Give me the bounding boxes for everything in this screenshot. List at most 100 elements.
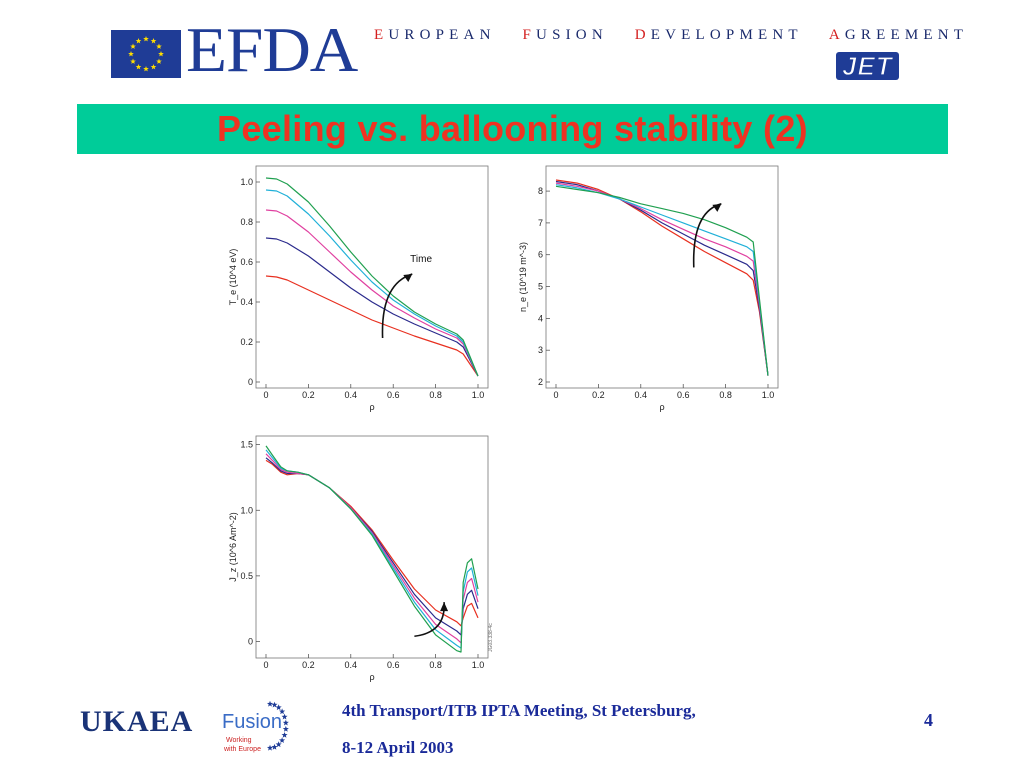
y-axis-label: T_e (10^4 eV) (228, 249, 238, 306)
y-tick-label: 0.8 (240, 217, 253, 227)
figure-id: JG03.338-4c (488, 623, 494, 652)
x-tick-label: 0 (553, 390, 558, 400)
series-line-2 (265, 237, 479, 377)
jz-plot: 0 0.2 0.4 0.6 0.8 1.0 0 0.5 1.0 1.5 ρ J_z (10^6 Am^… (228, 435, 494, 682)
time-arrow-head (403, 274, 413, 282)
fusion-stars-icon (266, 700, 289, 751)
jet-logo: JET (836, 51, 899, 81)
y-tick-label: 1.5 (240, 440, 253, 450)
page-number: 4 (924, 710, 933, 730)
fusion-star (266, 744, 274, 751)
agreement-text: EUROPEAN FUSION DEVELOPMENT AGREEMENT (374, 27, 968, 44)
time-arrow-head (440, 602, 449, 612)
y-tick-label: 1.0 (240, 505, 253, 515)
x-tick-label: 0.6 (387, 390, 400, 400)
y-axis-label: J_z (10^6 Am^-2) (228, 512, 238, 581)
y-tick-label: 6 (538, 250, 543, 260)
series-line-5 (265, 445, 479, 653)
chart-jz: 0 0.2 0.4 0.6 0.8 1.0 0 0.5 1.0 1.5 ρ J_z (10^6 Am^… (218, 430, 498, 690)
series-line-4 (265, 449, 479, 649)
eu-star (150, 38, 157, 44)
series-line-1 (555, 179, 769, 376)
x-axis-label: ρ (369, 402, 374, 412)
y-tick-label: 0.2 (240, 337, 253, 347)
eu-star (158, 51, 164, 57)
ukaea-logo: UKAEA (80, 705, 194, 738)
eu-star (135, 38, 142, 44)
meeting-name: 4th Transport/ITB IPTA Meeting, St Peter… (342, 701, 696, 720)
series-line-2 (265, 457, 479, 636)
fusion-star (271, 701, 278, 708)
eu-star (130, 58, 136, 64)
y-tick-label: 5 (538, 282, 543, 292)
eu-star (135, 63, 142, 70)
fusion-star (275, 741, 282, 748)
series-line-1 (265, 275, 479, 377)
ne-plot: 0 0.2 0.4 0.6 0.8 1.0 2 3 4 5 6 7 8 ρ n_e (10^19 m^-3) (518, 165, 779, 412)
series-line-4 (265, 189, 479, 377)
x-axis-label: ρ (659, 402, 664, 412)
fusion-star (266, 700, 274, 707)
y-tick-label: 0.5 (240, 571, 253, 581)
x-tick-label: 1.0 (472, 390, 485, 400)
chart-te: 0 0.2 0.4 0.6 0.8 1.0 0 0.2 0.4 0.6 0.8 1.0 ρ T_e (10… (218, 160, 493, 415)
eu-flag-icon (111, 30, 181, 78)
y-tick-label: 0 (248, 637, 253, 647)
fusion-star (282, 719, 289, 726)
eu-star (130, 43, 136, 49)
x-tick-label: 0 (263, 390, 268, 400)
eu-star (143, 66, 149, 72)
eu-stars (128, 36, 164, 72)
eu-star (143, 36, 149, 42)
te-plot: 0 0.2 0.4 0.6 0.8 1.0 0 0.2 0.4 0.6 0.8 1.0 ρ T_e (10… (228, 165, 489, 412)
x-tick-label: 0.6 (387, 660, 400, 670)
y-tick-label: 4 (538, 313, 543, 323)
x-tick-label: 0.2 (302, 660, 315, 670)
fusion-tagline-1: Working (226, 737, 252, 744)
y-tick-label: 7 (538, 218, 543, 228)
x-tick-label: 0 (263, 660, 268, 670)
chart-ne: 0 0.2 0.4 0.6 0.8 1.0 2 3 4 5 6 7 8 ρ n_e (10^19 m^-3) (508, 160, 783, 415)
eu-star (156, 58, 162, 64)
efda-logo: EFDA (186, 14, 358, 85)
plot-frame (255, 165, 489, 389)
eu-star (156, 43, 162, 49)
fusion-tagline-2: with Europe (224, 746, 261, 753)
x-tick-label: 0.2 (302, 390, 315, 400)
y-axis-label: n_e (10^19 m^-3) (518, 242, 528, 312)
agreement-word-2: FUSION (522, 27, 608, 43)
agreement-word-1: EUROPEAN (374, 27, 496, 43)
x-tick-label: 0.8 (429, 660, 442, 670)
x-tick-label: 1.0 (762, 390, 775, 400)
x-tick-label: 0.8 (429, 390, 442, 400)
fusion-logo: Fusion (222, 711, 283, 733)
slide-title: Peeling vs. ballooning stability (2) (217, 108, 808, 149)
series-line-3 (555, 182, 769, 376)
y-tick-label: 2 (538, 377, 543, 387)
x-tick-label: 0.8 (719, 390, 732, 400)
fusion-star (282, 725, 289, 732)
fusion-star (275, 704, 282, 711)
plot-frame (255, 435, 489, 659)
title-band: Peeling vs. ballooning stability (2) (77, 104, 948, 154)
y-tick-label: 1.0 (240, 177, 253, 187)
time-arrow-head (712, 203, 722, 212)
fusion-star (271, 743, 278, 750)
time-arrow (381, 273, 413, 339)
series-line-4 (555, 184, 769, 376)
series-line-5 (555, 185, 769, 376)
y-tick-label: 3 (538, 345, 543, 355)
series-line-1 (265, 459, 479, 627)
eu-star (128, 51, 134, 57)
agreement-word-4: AGREEMENT (828, 27, 969, 43)
fusion-star (279, 708, 286, 715)
series-line-2 (555, 180, 769, 376)
meeting-dates: 8-12 April 2003 (342, 738, 454, 757)
y-tick-label: 8 (538, 186, 543, 196)
x-tick-label: 0.6 (677, 390, 690, 400)
time-annotation: Time (410, 254, 432, 265)
agreement-word-3: DEVELOPMENT (634, 27, 803, 43)
series-line-3 (265, 209, 479, 377)
series-line-5 (265, 177, 479, 377)
y-tick-label: 0.4 (240, 297, 253, 307)
